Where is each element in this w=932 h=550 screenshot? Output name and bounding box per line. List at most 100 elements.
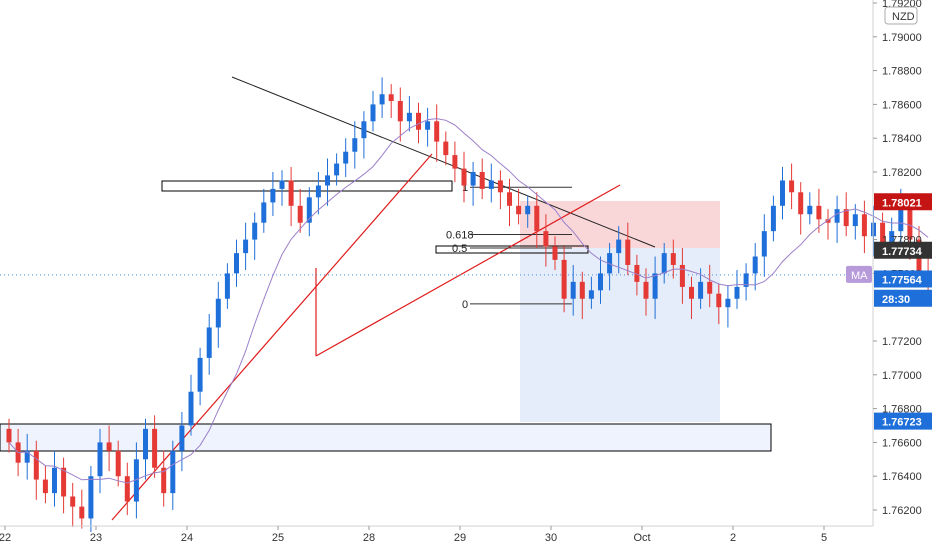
candle-body: [607, 253, 613, 274]
resistance-zone-box: [161, 180, 453, 192]
candle-body: [798, 192, 804, 215]
candle-body: [479, 172, 485, 189]
candle-body: [170, 450, 176, 494]
candle-body: [288, 180, 294, 206]
candle-body: [616, 239, 622, 254]
candle-body: [670, 253, 676, 265]
candle-body: [761, 231, 767, 257]
take-profit-zone: [520, 248, 720, 422]
x-tick-label: 25: [272, 532, 284, 544]
candle-body: [252, 222, 258, 240]
candle-body: [115, 450, 121, 477]
price-label-text: 1.76723: [882, 417, 922, 429]
y-tick-label: 1.76400: [882, 471, 922, 483]
descending-trendline: [231, 76, 656, 248]
y-tick-label: 1.76800: [882, 404, 922, 416]
candle-body: [734, 286, 740, 299]
candle-body: [143, 428, 148, 460]
candle-body: [625, 239, 631, 265]
candle-body: [197, 357, 203, 392]
candle-body: [634, 264, 640, 282]
candle-body: [88, 476, 94, 519]
currency-label: NZD: [892, 11, 915, 23]
candle-body: [516, 205, 522, 215]
candle-body: [133, 459, 139, 502]
candle-body: [315, 185, 321, 198]
candle-body: [215, 298, 221, 328]
candle-body: [443, 141, 449, 156]
price-label-box: [874, 412, 932, 430]
time-axis: 22 23 24 25 28 29 30 Oct 2 5: [0, 525, 873, 544]
candle-body: [534, 205, 540, 232]
candle-body: [379, 94, 385, 105]
candle-body: [461, 168, 467, 186]
x-tick-label: 28: [363, 532, 375, 544]
y-tick-label: 1.78400: [882, 133, 922, 145]
candle-body: [843, 209, 849, 227]
currency-badge: [884, 6, 918, 25]
candle-body: [234, 253, 239, 274]
y-tick-label: 1.78800: [882, 66, 922, 78]
candle-body: [716, 293, 722, 308]
candle-body: [52, 467, 57, 494]
candle-body: [707, 281, 713, 294]
y-tick-label: 1.78600: [882, 99, 922, 111]
candle-body: [179, 425, 185, 451]
price-label-text: 1.77564: [882, 274, 923, 286]
candle-body: [861, 214, 867, 237]
ma-badge-label: MA: [851, 270, 868, 282]
candle-body: [570, 281, 576, 299]
ascending-trendline: [111, 153, 433, 521]
candle-body: [825, 219, 831, 223]
x-tick-label: 2: [730, 532, 736, 544]
candle-body: [279, 180, 285, 189]
y-tick-label: 1.78200: [882, 167, 922, 179]
y-tick-label: 1.79200: [882, 0, 922, 10]
candle-body: [24, 450, 30, 463]
candle-body: [552, 246, 558, 260]
candle-body: [42, 479, 48, 494]
candle-body: [725, 298, 731, 308]
candle-body: [907, 205, 913, 240]
candle-body: [325, 175, 330, 186]
fib-level-label: 0: [462, 299, 468, 311]
triangle-lower-trendline: [315, 184, 621, 357]
candle-body: [452, 155, 458, 169]
candle-body: [689, 286, 694, 299]
x-tick-label: 24: [181, 532, 193, 544]
candle-body: [33, 450, 39, 480]
candle-body: [898, 205, 904, 232]
ma-badge: [846, 265, 872, 283]
candle-body: [497, 180, 503, 193]
candle-body: [206, 327, 212, 358]
candle-body: [770, 205, 776, 232]
demand-zone-box: [0, 423, 772, 452]
candle-body: [416, 112, 421, 130]
candle-body: [61, 467, 67, 497]
price-axis: 1.79200 1.79000 1.78800 1.78600 1.78400 1.782…: [846, 0, 932, 526]
candle-body: [598, 273, 603, 291]
fib-level-label: 0.618: [446, 230, 474, 242]
candle-body: [880, 222, 886, 243]
candle-body: [106, 442, 112, 451]
candle-body: [661, 253, 667, 274]
x-tick-label: Oct: [633, 532, 650, 544]
x-tick-label: 5: [821, 532, 827, 544]
x-tick-label: 23: [90, 532, 102, 544]
fib-level-label: 1: [462, 182, 468, 194]
x-tick-label: 30: [545, 532, 557, 544]
candle-body: [152, 428, 158, 468]
candle-body: [579, 281, 585, 299]
candle-body: [816, 205, 822, 220]
candle-body: [406, 112, 412, 122]
candle-body: [652, 273, 658, 299]
y-tick-label: 1.79000: [882, 32, 922, 44]
candle-body: [261, 202, 267, 223]
y-tick-label: 1.76600: [882, 437, 922, 449]
candle-body: [6, 428, 12, 443]
candle-body: [780, 180, 785, 206]
price-label-box: [874, 289, 932, 307]
candle-body: [388, 94, 394, 102]
candle-body: [425, 121, 431, 130]
